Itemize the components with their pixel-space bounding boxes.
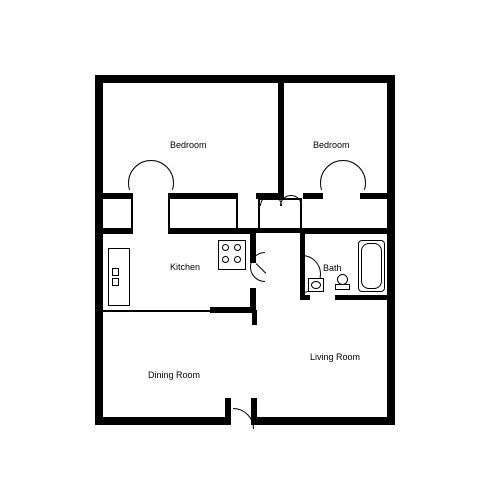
- wall-between-bedrooms: [278, 83, 284, 198]
- outer-wall-left: [95, 75, 103, 425]
- bath-sink-bowl: [311, 281, 321, 289]
- closet-arc-l: [260, 195, 282, 217]
- hallway-lower-2: [168, 228, 256, 234]
- bedroom-hall-wall-2: [168, 193, 238, 199]
- label-bath: Bath: [323, 263, 342, 273]
- hall-stub-2: [168, 198, 170, 230]
- label-living-room: Living Room: [310, 352, 360, 362]
- kitchen-bottom-wall: [210, 307, 256, 313]
- hall-stub-3: [236, 198, 238, 230]
- bedroom-hall-wall-5: [360, 193, 387, 199]
- bedroom-hall-wall-1: [103, 193, 133, 199]
- kitchen-counter-bottom: [103, 310, 213, 312]
- toilet-bowl: [337, 274, 348, 285]
- label-dining-room: Dining Room: [148, 370, 200, 380]
- outer-wall-bottom-left: [95, 417, 225, 425]
- bedroom-right-closet-arc: [320, 160, 366, 206]
- closet-left: [258, 198, 260, 228]
- label-bedroom-left: Bedroom: [170, 140, 207, 150]
- kitchen-sink-left2: [112, 278, 119, 286]
- closet-bottom: [256, 228, 304, 233]
- bath-bottom-wall-2: [335, 295, 390, 300]
- label-bedroom-right: Bedroom: [313, 140, 350, 150]
- entry-wall-left: [225, 398, 231, 425]
- outer-wall-right: [387, 75, 395, 425]
- kitchen-door-arc: [250, 252, 280, 282]
- outer-wall-top: [95, 75, 395, 83]
- hallway-lower-3: [303, 228, 390, 234]
- stove-burner-1: [222, 244, 229, 251]
- stove-burner-2: [234, 244, 241, 251]
- kitchen-sink-left: [112, 268, 119, 276]
- kitchen-counter-left: [108, 248, 130, 306]
- entry-door-arc: [212, 408, 254, 450]
- living-stub: [252, 310, 257, 325]
- bath-bottom-wall-1: [300, 295, 310, 300]
- bathtub-inner: [361, 243, 382, 289]
- bedroom-hall-wall-4: [303, 193, 323, 199]
- outer-wall-bottom-right: [257, 417, 395, 425]
- stove-burner-3: [222, 256, 229, 263]
- closet-arc-r: [280, 195, 302, 217]
- hall-stub-1: [131, 198, 133, 230]
- stove-burner-4: [234, 256, 241, 263]
- label-kitchen: Kitchen: [170, 262, 200, 272]
- hallway-lower-1: [103, 228, 133, 234]
